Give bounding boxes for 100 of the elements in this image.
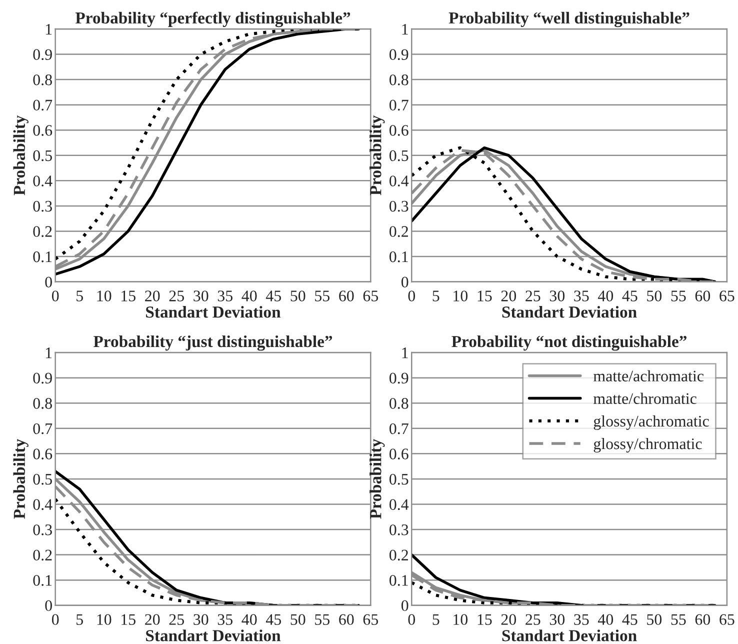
x-tick-label: 55 xyxy=(671,614,686,625)
y-tick-label: 1 xyxy=(402,348,408,358)
x-tick-label: 25 xyxy=(526,614,540,625)
x-axis-title: Standart Deviation xyxy=(502,630,637,642)
x-tick-label: 50 xyxy=(647,614,662,625)
y-tick-label: 0.2 xyxy=(390,226,408,237)
y-axis-title: Probability xyxy=(13,115,28,196)
y-tick-label: 0.6 xyxy=(33,125,52,136)
x-tick-label: 25 xyxy=(169,290,184,302)
x-tick-label: 40 xyxy=(242,290,257,302)
x-tick-label: 35 xyxy=(574,614,589,625)
y-tick-label: 0.3 xyxy=(390,524,408,536)
y-axis-title: Probability xyxy=(370,115,385,196)
y-tick-label: 0.5 xyxy=(390,150,408,162)
x-tick-label: 65 xyxy=(720,614,734,625)
x-tick-label: 10 xyxy=(97,614,112,625)
y-tick-label: 0.5 xyxy=(33,474,52,485)
x-tick-label: 15 xyxy=(478,614,492,625)
x-tick-label: 5 xyxy=(76,614,83,625)
y-tick-label: 0 xyxy=(45,600,52,612)
y-tick-label: 0.6 xyxy=(33,448,52,460)
y-axis-title: Probability xyxy=(13,438,28,519)
x-tick-label: 45 xyxy=(266,290,281,302)
x-tick-label: 30 xyxy=(550,614,565,625)
x-tick-label: 65 xyxy=(363,290,378,302)
x-tick-label: 55 xyxy=(671,290,686,302)
x-tick-label: 60 xyxy=(339,290,354,302)
y-tick-label: 0.1 xyxy=(390,575,408,586)
x-tick-label: 10 xyxy=(454,614,468,625)
y-axis-title: Probability xyxy=(370,438,385,519)
x-tick-label: 60 xyxy=(695,290,710,302)
legend-label: matte/chromatic xyxy=(593,392,696,404)
y-tick-label: 0.9 xyxy=(33,49,52,60)
x-tick-label: 30 xyxy=(194,290,208,302)
x-tick-label: 60 xyxy=(695,614,710,625)
x-tick-label: 10 xyxy=(97,290,112,302)
x-tick-label: 15 xyxy=(478,290,492,302)
x-tick-label: 20 xyxy=(145,614,160,625)
x-axis-title: Standart Deviation xyxy=(146,630,281,642)
x-tick-label: 20 xyxy=(501,290,516,302)
y-tick-label: 0.9 xyxy=(390,372,408,384)
x-tick-label: 60 xyxy=(339,614,354,625)
y-tick-label: 0.7 xyxy=(33,100,52,111)
x-tick-label: 55 xyxy=(315,290,330,302)
legend-label: glossy/chromatic xyxy=(594,438,702,453)
y-tick-label: 1 xyxy=(46,348,52,358)
x-tick-label: 35 xyxy=(218,614,232,625)
x-axis-title: Standart Deviation xyxy=(502,306,637,318)
y-tick-label: 0.5 xyxy=(33,150,52,162)
y-tick-label: 0.2 xyxy=(390,550,408,561)
x-tick-label: 55 xyxy=(315,614,330,625)
y-tick-label: 0.2 xyxy=(33,226,52,237)
y-tick-label: 0.6 xyxy=(390,125,408,136)
chart-title: Probability “perfectly distinguishable” xyxy=(75,12,350,28)
x-tick-label: 35 xyxy=(574,290,589,302)
y-tick-label: 0.8 xyxy=(33,398,52,409)
legend-label: glossy/achromatic xyxy=(594,415,709,430)
x-tick-label: 65 xyxy=(720,290,734,302)
y-tick-label: 0 xyxy=(401,600,408,612)
x-tick-label: 15 xyxy=(122,614,136,625)
chart-title: Probability “not distinguishable” xyxy=(452,335,686,351)
y-tick-label: 0.9 xyxy=(33,372,52,384)
x-tick-label: 5 xyxy=(432,290,440,302)
y-tick-label: 0.6 xyxy=(390,448,408,460)
x-tick-label: 50 xyxy=(647,290,662,302)
x-tick-label: 45 xyxy=(622,614,638,625)
x-tick-label: 45 xyxy=(622,290,638,302)
y-tick-label: 0.1 xyxy=(390,251,408,262)
x-tick-label: 45 xyxy=(266,614,281,625)
y-tick-label: 0.8 xyxy=(33,74,52,86)
x-tick-label: 25 xyxy=(526,290,540,302)
x-tick-label: 30 xyxy=(550,290,565,302)
y-tick-label: 0.2 xyxy=(33,550,52,561)
x-tick-label: 5 xyxy=(76,290,83,302)
y-tick-label: 0.8 xyxy=(390,398,408,409)
x-tick-label: 10 xyxy=(454,290,468,302)
y-tick-label: 0.4 xyxy=(33,499,52,510)
y-tick-label: 0.4 xyxy=(390,176,409,186)
y-tick-label: 0.8 xyxy=(390,74,408,86)
y-tick-label: 0.4 xyxy=(33,176,52,186)
y-tick-label: 0.7 xyxy=(390,100,408,111)
y-tick-label: 0.5 xyxy=(390,474,408,485)
y-tick-label: 0.3 xyxy=(33,200,52,212)
x-tick-label: 30 xyxy=(194,614,208,625)
x-tick-label: 35 xyxy=(218,290,232,302)
x-tick-label: 5 xyxy=(432,614,440,625)
x-tick-label: 15 xyxy=(122,290,136,302)
chart-title: Probability “just distinguishable” xyxy=(94,335,332,351)
y-tick-label: 0.1 xyxy=(33,575,52,586)
y-tick-label: 0.3 xyxy=(390,200,408,212)
x-tick-label: 50 xyxy=(290,290,306,302)
x-tick-label: 40 xyxy=(598,614,614,625)
legend-label: matte/achromatic xyxy=(593,370,704,382)
x-axis-title: Standart Deviation xyxy=(146,306,281,318)
x-tick-label: 25 xyxy=(169,614,184,625)
y-tick-label: 1 xyxy=(46,24,52,35)
y-tick-label: 0.7 xyxy=(33,423,52,434)
y-tick-label: 0.7 xyxy=(390,423,408,434)
x-tick-label: 50 xyxy=(290,614,306,625)
y-tick-label: 1 xyxy=(402,24,408,35)
